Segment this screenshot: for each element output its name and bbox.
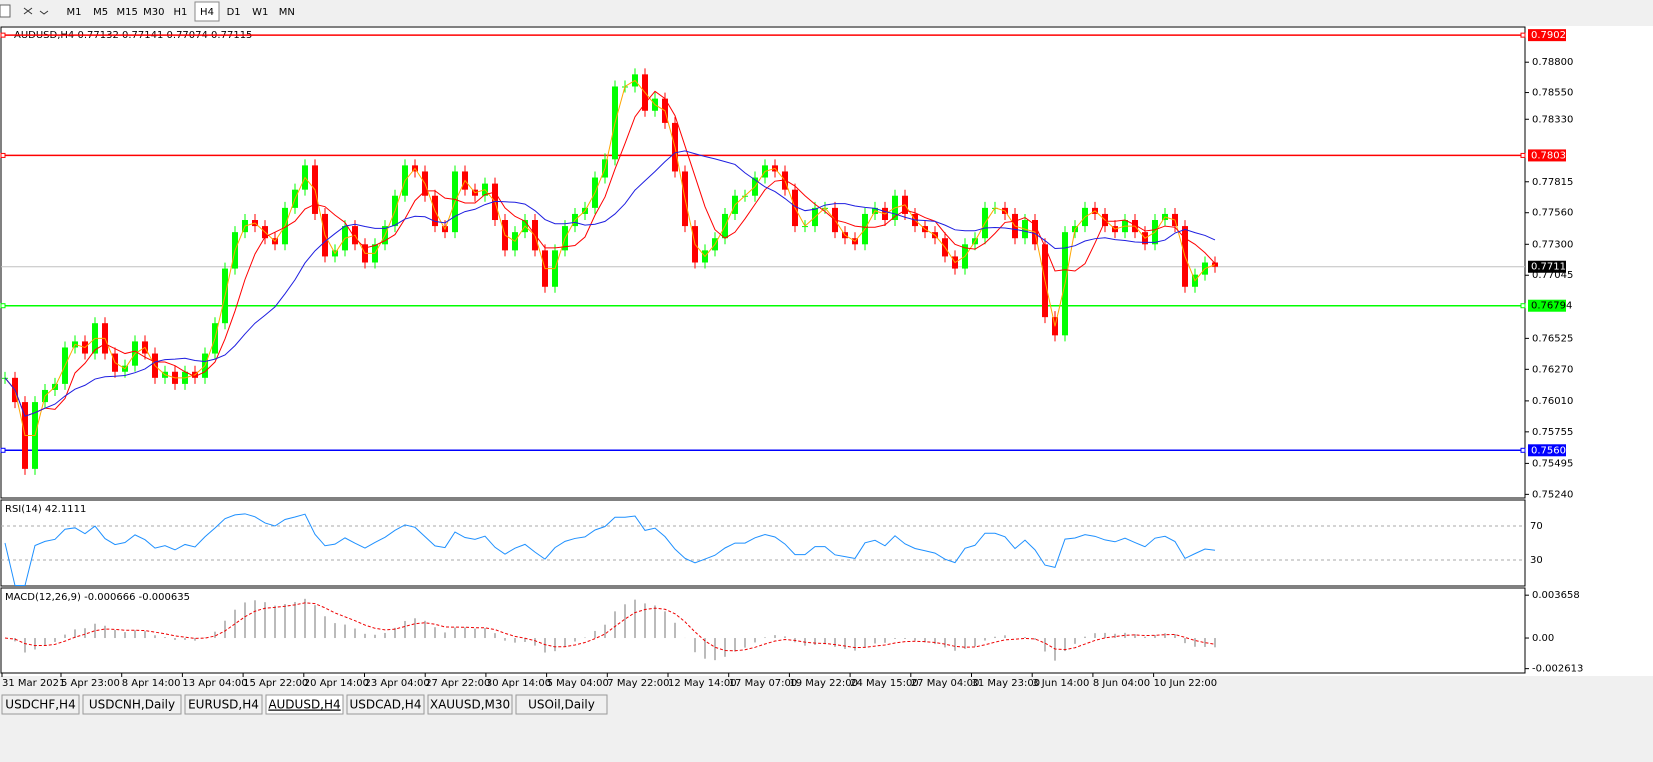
tab[interactable] bbox=[515, 694, 608, 715]
x-tick-label: 5 May 04:00 bbox=[547, 678, 609, 689]
tab[interactable] bbox=[82, 694, 182, 715]
timeframe-button[interactable]: MN bbox=[279, 7, 295, 18]
timeframe-button[interactable]: W1 bbox=[252, 7, 268, 18]
y-tick-label: 0.76010 bbox=[1532, 396, 1573, 407]
x-tick-label: 8 Jun 04:00 bbox=[1093, 678, 1150, 689]
y-tick-label: 0.77300 bbox=[1532, 239, 1573, 250]
x-tick-label: 27 May 04:00 bbox=[911, 678, 980, 689]
level-label: 0.78032 bbox=[1531, 150, 1572, 161]
y-tick-label: 0.78800 bbox=[1532, 57, 1573, 68]
y-tick-label: 0.77045 bbox=[1532, 270, 1573, 281]
x-tick-label: 12 May 14:00 bbox=[668, 678, 737, 689]
x-tick-label: 31 May 23:00 bbox=[972, 678, 1041, 689]
x-tick-label: 3 Jun 14:00 bbox=[1032, 678, 1089, 689]
tab[interactable] bbox=[265, 694, 344, 715]
x-tick-label: 5 Apr 23:00 bbox=[61, 678, 120, 689]
level-label-box bbox=[1528, 29, 1566, 42]
level-marker bbox=[1520, 447, 1526, 453]
level-label-box bbox=[1528, 149, 1566, 162]
timeframe-button[interactable]: H4 bbox=[200, 7, 214, 18]
x-tick-label: 17 May 07:00 bbox=[729, 678, 798, 689]
x-tick-label: 13 Apr 04:00 bbox=[182, 678, 247, 689]
y-tick-label: 0.77815 bbox=[1532, 177, 1573, 188]
timeframe-button[interactable]: M1 bbox=[67, 7, 82, 18]
tab-label[interactable]: USDCHF,H4 bbox=[5, 698, 75, 712]
timeframe-button[interactable]: M30 bbox=[143, 7, 164, 18]
macd-title: MACD(12,26,9) -0.000666 -0.000635 bbox=[5, 592, 190, 603]
rsi-tick-label: 70 bbox=[1530, 521, 1543, 532]
tab-label[interactable]: EURUSD,H4 bbox=[188, 698, 259, 712]
tab[interactable] bbox=[427, 694, 513, 715]
macd-panel bbox=[0, 587, 1526, 674]
moving-average bbox=[4, 150, 1216, 417]
toolbar bbox=[0, 0, 1653, 23]
level-marker bbox=[0, 32, 6, 38]
tab-label[interactable]: XAUUSD,M30 bbox=[430, 698, 510, 712]
level-label: 0.76794 bbox=[1531, 301, 1572, 312]
tab-label[interactable]: USDCAD,H4 bbox=[350, 698, 422, 712]
y-tick-label: 0.75755 bbox=[1532, 427, 1573, 438]
current-price-box bbox=[1528, 260, 1566, 273]
toolbar-icon[interactable] bbox=[0, 4, 11, 18]
level-label: 0.79023 bbox=[1531, 30, 1572, 41]
level-label-box bbox=[1528, 444, 1566, 457]
level-marker bbox=[1520, 303, 1526, 309]
moving-average bbox=[4, 90, 1216, 417]
macd-signal bbox=[4, 602, 1216, 652]
x-tick-label: 31 Mar 2021 bbox=[2, 678, 65, 689]
y-tick-label: 0.77560 bbox=[1532, 208, 1573, 219]
x-tick-label: 8 Apr 14:00 bbox=[122, 678, 181, 689]
tab-label[interactable]: USDCNH,Daily bbox=[89, 698, 175, 712]
tab[interactable] bbox=[184, 694, 263, 715]
level-marker bbox=[1520, 152, 1526, 158]
level-marker bbox=[0, 303, 6, 309]
tab-label[interactable]: USOil,Daily bbox=[528, 698, 595, 712]
y-tick-label: 0.75240 bbox=[1532, 489, 1573, 500]
current-price-label: 0.77115 bbox=[1531, 262, 1572, 273]
x-tick-label: 10 Jun 22:00 bbox=[1154, 678, 1218, 689]
x-tick-label: 27 Apr 22:00 bbox=[425, 678, 490, 689]
macd-tick-label: 0.00 bbox=[1532, 633, 1554, 644]
y-tick-label: 0.78550 bbox=[1532, 88, 1573, 99]
x-tick-label: 15 Apr 22:00 bbox=[243, 678, 308, 689]
rsi-line bbox=[4, 513, 1216, 587]
main-panel bbox=[0, 26, 1526, 499]
toolbar-icon[interactable] bbox=[23, 7, 49, 15]
timeframe-active bbox=[194, 1, 220, 22]
y-tick-label: 0.76525 bbox=[1532, 333, 1573, 344]
macd-tick-label: 0.003658 bbox=[1532, 590, 1580, 601]
rsi-title: RSI(14) 42.1111 bbox=[5, 504, 86, 515]
x-tick-label: 30 Apr 14:00 bbox=[486, 678, 551, 689]
timeframe-button[interactable]: M5 bbox=[93, 7, 108, 18]
y-tick-label: 0.76270 bbox=[1532, 364, 1573, 375]
tab[interactable] bbox=[346, 694, 425, 715]
timeframe-button[interactable]: H1 bbox=[173, 7, 187, 18]
level-label-box bbox=[1528, 299, 1566, 312]
rsi-tick-label: 30 bbox=[1530, 555, 1543, 566]
timeframe-button[interactable]: D1 bbox=[227, 7, 241, 18]
rsi-panel bbox=[0, 499, 1526, 587]
tab-label[interactable]: AUDUSD,H4 bbox=[268, 698, 340, 712]
y-tick-label: 0.75495 bbox=[1532, 458, 1573, 469]
x-tick-label: 19 May 22:00 bbox=[789, 678, 858, 689]
x-tick-label: 23 Apr 04:00 bbox=[365, 678, 430, 689]
macd-tick-label: -0.002613 bbox=[1532, 664, 1583, 675]
level-marker bbox=[1520, 32, 1526, 38]
y-tick-label: 0.78330 bbox=[1532, 114, 1573, 125]
level-marker bbox=[0, 152, 6, 158]
x-tick-label: 20 Apr 14:00 bbox=[304, 678, 369, 689]
level-marker bbox=[0, 447, 6, 453]
x-tick-label: 24 May 15:00 bbox=[850, 678, 919, 689]
level-label: 0.75603 bbox=[1531, 445, 1572, 456]
chart-window bbox=[0, 26, 1653, 676]
x-tick-label: 7 May 22:00 bbox=[607, 678, 669, 689]
timeframe-button[interactable]: M15 bbox=[117, 7, 138, 18]
tab[interactable] bbox=[1, 694, 80, 715]
